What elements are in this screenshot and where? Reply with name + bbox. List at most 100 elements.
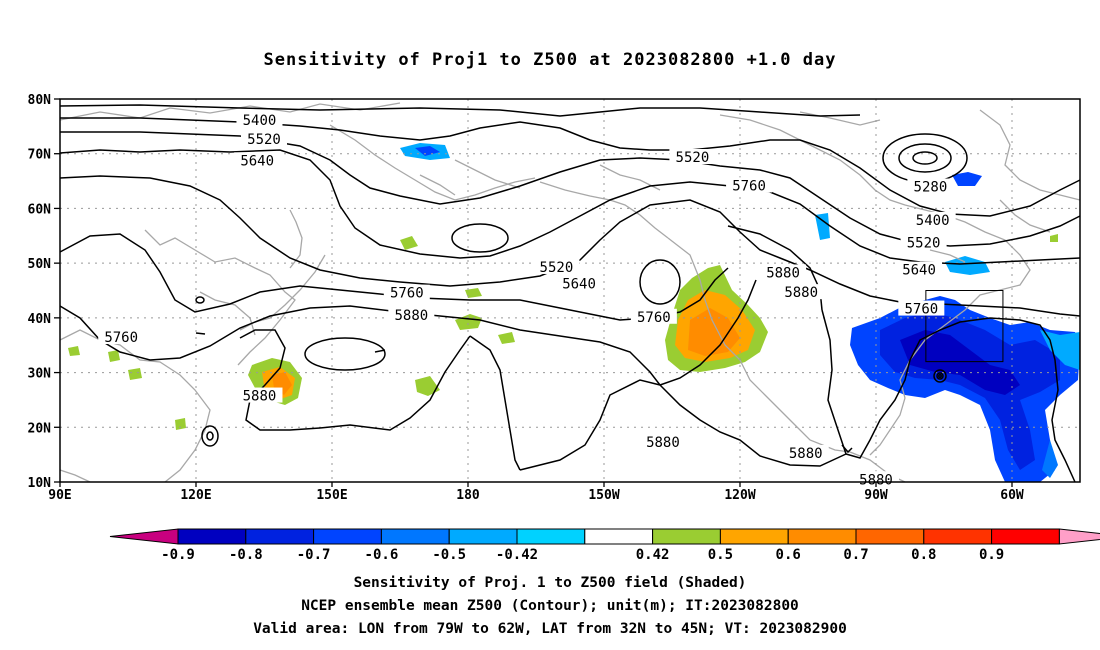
colorbar-max-arrow [1058,528,1100,545]
colorbar-swatch [855,528,925,545]
contour-label-bg [630,308,677,324]
colorbar-swatch [719,528,789,545]
contour-label: 5640 [902,263,936,279]
colorbar-swatch [448,528,518,545]
colorbar-label: 0.9 [979,547,1004,563]
contour-label: 5880 [646,435,680,451]
latitude-axis: 80N 70N 60N 50N 40N 30N 20N 10N [28,93,60,491]
colorbar-swatch [313,528,382,545]
lat-tick-label: 80N [28,93,52,108]
colorbar-swatch [787,528,857,545]
contour-label-bg [236,387,283,403]
valid-area-box [925,290,1004,363]
contour-label: 5880 [243,389,277,405]
lon-tick-label: 90E [48,488,71,503]
contour-label-bg [639,434,686,450]
contour-label: 5760 [104,330,138,346]
colorbar-label: -0.42 [496,547,538,563]
longitude-axis: 90E 120E 150E 180 150W 120W 90W 60W [48,482,1024,503]
z500-contours [59,104,1081,483]
colorbar-swatch [652,528,721,545]
colorbar-label: -0.6 [365,547,399,563]
contour-label-bg [782,445,829,461]
map-frame [59,98,1081,483]
contour-label: 5520 [247,132,281,148]
colorbar-label: -0.9 [161,547,195,563]
contour-label-bg [241,130,287,146]
colorbar-label: -0.7 [297,547,331,563]
contour-label: 5760 [732,178,766,194]
contour-label-bg [896,261,943,277]
colorbar-label: 0.6 [776,547,801,563]
contour-label: 5760 [637,310,671,326]
colorbar-min-arrow [109,528,179,545]
contour-label-bg [236,111,283,127]
contour-label-bg [909,211,956,227]
contour-label: 5880 [859,472,893,488]
contour-label-bg [726,177,773,193]
coastlines [59,102,1081,483]
colorbar-swatch [584,528,654,545]
colorbar-swatch [516,528,586,545]
colorbar-label: 0.8 [911,547,936,563]
lon-tick-label: 180 [456,488,480,503]
contour-label: 5280 [914,180,948,196]
caption-line-3: Valid area: LON from 79W to 62W, LAT fro… [253,621,847,637]
lat-tick-label: 20N [28,421,52,436]
lon-tick-label: 60W [1000,488,1024,503]
contour-label-bg [900,234,947,250]
contour-label-bg [98,329,145,345]
contour-label: 5520 [676,150,710,166]
lat-tick-label: 70N [28,148,52,163]
caption-line-1: Sensitivity of Proj. 1 to Z500 field (Sh… [353,575,747,591]
contour-label: 5880 [784,285,818,301]
map-title: Sensitivity of Proj1 to Z500 at 20230828… [263,50,837,70]
colorbar-label: -0.8 [229,547,263,563]
contour-label-bg [234,152,281,168]
contour-label: 5520 [907,235,941,251]
lon-tick-label: 150W [588,488,619,503]
lat-tick-label: 40N [28,312,52,327]
lon-tick-label: 120W [724,488,755,503]
colorbar-swatch [923,528,993,545]
lat-tick-label: 60N [28,202,52,217]
contour-label-bg [669,148,716,164]
contour-label-bg [907,178,954,194]
colorbar-swatch [991,528,1060,545]
contour-label-bg [388,307,435,323]
colorbar-label: 0.42 [636,547,670,563]
caption-line-2: NCEP ensemble mean Z500 (Contour); unit(… [301,598,799,614]
colorbar-swatch [380,528,450,545]
contour-label-bg [556,275,603,291]
colorbar-label: 0.7 [843,547,868,563]
colorbar-swatch [245,528,315,545]
colorbar-label: -0.5 [432,547,466,563]
contour-label: 5640 [562,276,596,292]
contour-label-bg [533,258,580,274]
contour-label: 5760 [904,302,938,318]
colorbar: -0.9 -0.8 -0.7 -0.6 -0.5 -0.42 0.42 0.5 0.6 0.7 0.… [109,528,1100,563]
contour-label-bg [760,264,807,280]
contour-label: 5880 [789,446,823,462]
contour-label: 5400 [243,113,277,129]
contour-label-bg [383,284,430,300]
lon-tick-label: 90W [864,488,888,503]
contour-label: 5880 [394,308,428,324]
contour-label: 5520 [540,260,574,276]
contour-label: 5880 [766,265,800,281]
contour-label-bg [898,300,945,316]
colorbar-swatch [177,528,247,545]
contour-label: 5640 [240,153,274,169]
contour-label: 5760 [390,286,424,302]
lon-tick-label: 120E [180,488,211,503]
lon-tick-label: 150E [316,488,347,503]
lat-tick-label: 50N [28,257,52,272]
contour-label: 5400 [916,213,950,229]
lat-tick-label: 10N [28,476,52,491]
contour-label-bg [778,284,825,300]
lat-tick-label: 30N [28,367,52,382]
colorbar-label: 0.5 [708,547,733,563]
